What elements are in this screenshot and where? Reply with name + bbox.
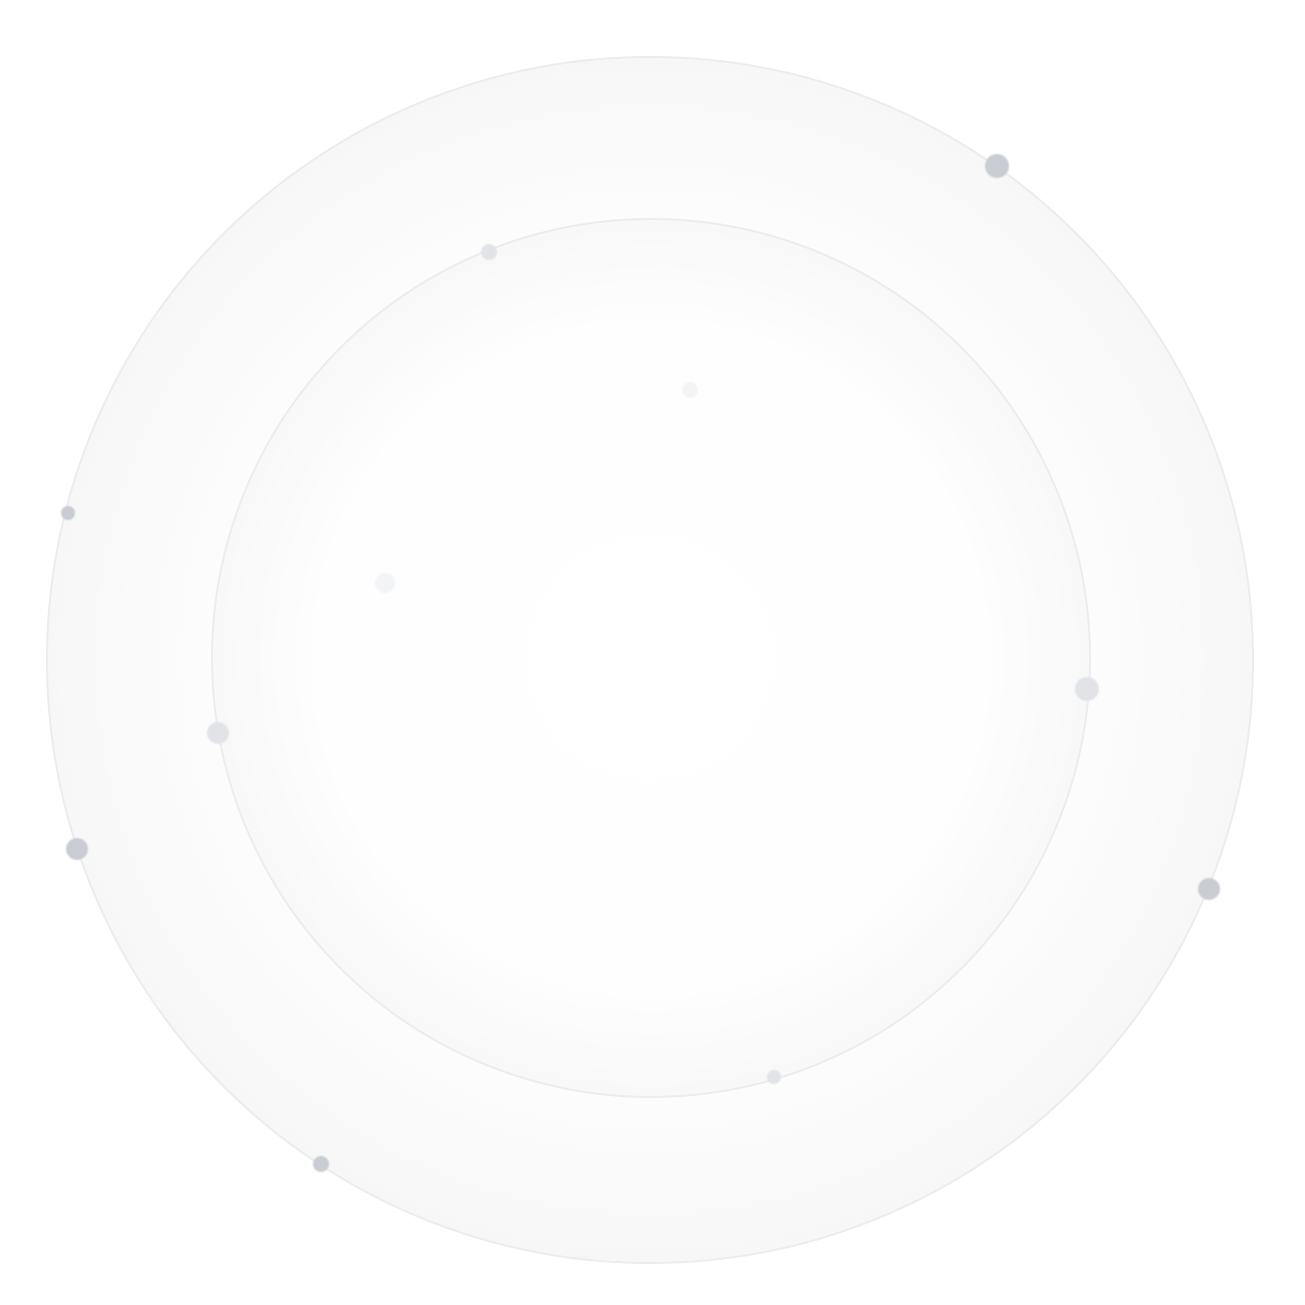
orbit-dot [66, 838, 88, 860]
orbit-dot [1075, 677, 1099, 701]
orbit-dot [313, 1156, 329, 1172]
orbit-dot [375, 573, 395, 593]
orbit-dot [767, 1070, 781, 1084]
orbit-dot [682, 382, 698, 398]
inner-ring [211, 218, 1091, 1098]
orbit-dot [207, 722, 229, 744]
orbit-dot [985, 154, 1009, 178]
orbit-dot [1198, 878, 1220, 900]
orbit-dots [61, 154, 1220, 1172]
orbit-dot [61, 506, 75, 520]
orbit-dot [481, 244, 497, 260]
